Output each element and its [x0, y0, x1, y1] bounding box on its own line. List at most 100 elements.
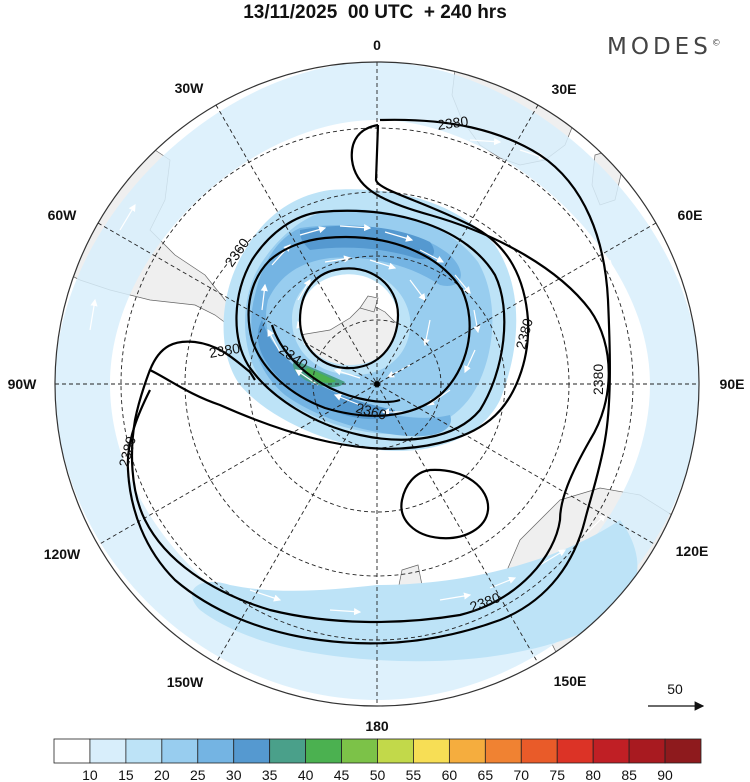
lon-label-150w: 150W [167, 674, 204, 690]
colorbar-label: 15 [118, 767, 134, 782]
shading-jet-45 [305, 368, 336, 383]
colorbar-label: 55 [406, 767, 422, 782]
wind-arrow [469, 138, 502, 146]
colorbar-swatch [377, 738, 414, 764]
colorbar-label: 30 [226, 767, 242, 782]
colorbar-swatch [53, 738, 91, 764]
contour-2360-outer [235, 209, 506, 441]
longitude-labels: 0 30E 60E 90E 120E 150E 180 150W 120W 90… [8, 37, 745, 734]
reference-vector-label: 50 [667, 681, 683, 697]
lon-label-60e: 60E [678, 207, 703, 223]
south-pole-dot [374, 381, 380, 387]
colorbar-label: 60 [442, 767, 458, 782]
wind-arrow [267, 328, 281, 353]
colorbar-label: 10 [82, 767, 98, 782]
wind-arrow [324, 255, 352, 263]
wind-arrow [249, 589, 282, 602]
colorbar-swatch [89, 738, 127, 764]
lon-label-90e: 90E [720, 376, 745, 392]
colorbar-swatch [484, 738, 522, 764]
colorbar-label: 70 [513, 767, 529, 782]
lon-label-60w: 60W [48, 207, 78, 223]
copyright-mark: © [711, 38, 721, 49]
colorbar: 10 15 20 25 30 35 40 45 50 55 60 65 70 75 80 85 90 [53, 738, 702, 782]
colorbar-swatch [448, 738, 486, 764]
wind-arrow [329, 608, 362, 616]
modes-logo: MODES© [607, 34, 721, 60]
wind-arrow [299, 226, 327, 236]
colorbar-swatch [125, 738, 163, 764]
wind-arrow [333, 393, 361, 406]
wind-arrow [339, 224, 372, 232]
height-contours [126, 118, 611, 645]
colorbar-label: 75 [549, 767, 565, 782]
wind-arrow [297, 278, 311, 301]
contour-labels: 2380 2360 2380 2340 2360 2380 2380 2380 … [115, 113, 606, 615]
wind-arrow [419, 249, 445, 263]
contour-label: 2360 [354, 399, 388, 423]
colorbar-swatch [305, 738, 342, 764]
contour-2380-closed [400, 468, 490, 540]
colorbar-swatch [556, 738, 594, 764]
chart-title: 13/11/2025 00 UTC + 240 hrs [243, 2, 507, 23]
wind-arrow [633, 339, 641, 372]
contour-2380-large [130, 123, 610, 624]
wind-arrow [464, 349, 476, 374]
colorbar-swatch [233, 738, 271, 764]
wind-arrow [119, 203, 136, 231]
wind-arrow [159, 479, 181, 501]
contour-label: 2380 [512, 316, 536, 350]
lon-label-30e: 30E [552, 81, 577, 97]
lon-label-0: 0 [373, 37, 381, 53]
wind-arrow [473, 309, 481, 334]
wind-arrow [260, 283, 268, 311]
lon-label-90w: 90W [8, 376, 38, 392]
colorbar-swatch [628, 738, 666, 764]
colorbar-label: 65 [478, 767, 494, 782]
shading-jet-35 [257, 225, 435, 420]
wind-speed-shading [55, 62, 699, 700]
wind-arrow [333, 368, 361, 379]
colorbar-swatch [413, 738, 450, 764]
wind-arrow [422, 319, 431, 347]
lon-label-180: 180 [365, 718, 389, 734]
colorbar-swatch [161, 738, 199, 764]
wind-arrow [384, 231, 414, 242]
lon-label-120e: 120E [676, 543, 709, 559]
colorbar-label: 35 [262, 767, 278, 782]
colorbar-swatch [269, 738, 307, 764]
colorbar-swatch [520, 738, 558, 764]
colorbar-label: 50 [370, 767, 386, 782]
colorbar-label: 25 [190, 767, 206, 782]
contour-label: 2380 [436, 113, 469, 133]
wind-arrow [295, 369, 319, 386]
colorbar-swatch [197, 738, 235, 764]
colorbar-label: 85 [621, 767, 637, 782]
contour-2380-outer [126, 118, 611, 645]
colorbar-label: 90 [657, 767, 673, 782]
colorbar-label: 80 [585, 767, 601, 782]
lon-label-30w: 30W [175, 80, 205, 96]
wind-arrow [539, 549, 567, 566]
contour-label: 2380 [208, 340, 242, 361]
contour-2340 [298, 267, 400, 370]
contour-2360-inner [247, 236, 471, 417]
colorbar-swatch [592, 738, 630, 764]
antarctic-peninsula-land [359, 295, 379, 313]
brand-text: MODES [607, 34, 712, 60]
colorbar-swatch [341, 738, 378, 764]
wind-arrow [584, 514, 606, 536]
colorbar-label: 40 [298, 767, 314, 782]
colorbar-swatch [664, 738, 702, 764]
map-boundary [54, 61, 700, 707]
lon-label-120w: 120W [44, 546, 81, 562]
wind-arrow [427, 389, 451, 406]
contour-label: 2380 [115, 434, 139, 468]
wind-arrow [409, 279, 426, 301]
shading-ring-15 [191, 520, 638, 662]
colorbar-label: 45 [334, 767, 350, 782]
contour-2340-jet [270, 324, 401, 403]
wind-arrow [369, 259, 397, 270]
wind-arrow [89, 298, 98, 331]
